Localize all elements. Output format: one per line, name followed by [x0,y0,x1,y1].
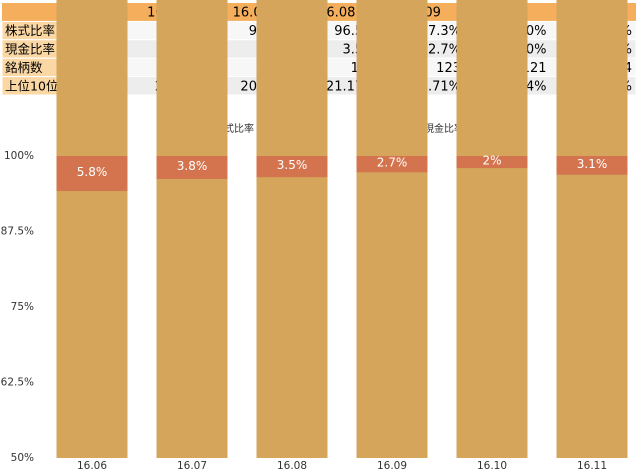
y-tick-label: 50% [11,452,34,464]
y-tick-label: 75% [11,301,34,313]
bar-segment [556,156,628,175]
y-tick-label: 62.5% [1,377,34,389]
data-label: 2.7% [377,156,408,170]
x-tick-label: 16.10 [477,460,507,472]
bar-segment [156,0,228,458]
y-tick-label: 87.5% [1,226,34,238]
data-label: 2% [482,154,501,168]
bar-segment [56,0,128,459]
x-tick-label: 16.07 [177,460,207,472]
bar-segment [56,156,128,192]
bar-segment [456,0,528,458]
data-label: 5.8% [77,165,108,179]
table-cell: 121 [522,61,547,76]
row-label: 現金比率 [5,42,55,57]
row-label: 株式比率 [5,23,55,38]
x-tick-label: 16.06 [77,460,107,472]
table-cell: 2.7% [428,43,461,58]
bar-segment [256,0,328,458]
bar-segment [256,156,328,178]
bar-segment [356,156,428,173]
bar-segment [156,156,228,179]
x-tick-label: 16.09 [377,460,407,472]
data-label: 3.8% [177,159,208,173]
y-tick-label: 100% [4,150,34,162]
bar-segment [556,0,628,458]
legend-label: 現金比率 [424,122,464,135]
bar-segment [456,156,528,169]
table-cell: 123 [436,61,461,76]
row-label: 銘柄数 [5,60,43,75]
x-tick-label: 16.08 [277,460,307,472]
x-tick-label: 16.11 [577,460,607,472]
data-label: 3.5% [277,158,308,172]
data-label: 3.1% [577,157,608,171]
bar-segment [356,0,428,459]
table-cell: 97.3% [420,24,461,39]
